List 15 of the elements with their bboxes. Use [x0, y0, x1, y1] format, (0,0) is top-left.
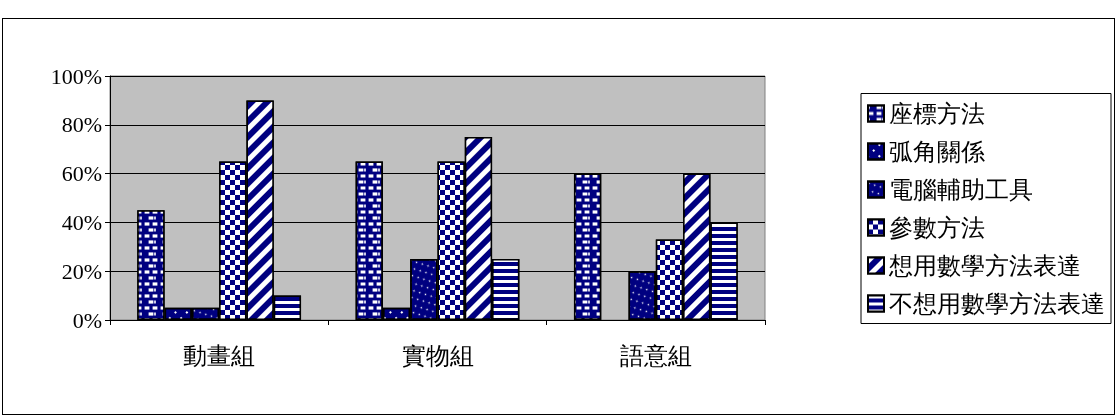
- y-tick-label: 80%: [61, 112, 102, 138]
- legend-label: 想用數學方法表達: [888, 252, 1081, 279]
- y-tick-label: 20%: [61, 258, 102, 284]
- y-tick-label: 100%: [50, 63, 102, 89]
- legend-label: 座標方法: [889, 100, 985, 127]
- x-tick-label: 語意組: [619, 343, 692, 369]
- y-tick-label: 60%: [61, 161, 102, 187]
- legend-label: 電腦輔助工具: [889, 176, 1033, 203]
- legend-label: 參數方法: [889, 214, 985, 241]
- y-tick-label: 40%: [61, 209, 102, 235]
- legend-label: 弧角關係: [889, 138, 985, 165]
- y-tick-label: 0%: [72, 307, 102, 333]
- legend-label: 不想用數學方法表達: [889, 290, 1105, 317]
- x-tick-label: 實物組: [401, 343, 474, 369]
- x-tick-label: 動畫組: [183, 343, 256, 369]
